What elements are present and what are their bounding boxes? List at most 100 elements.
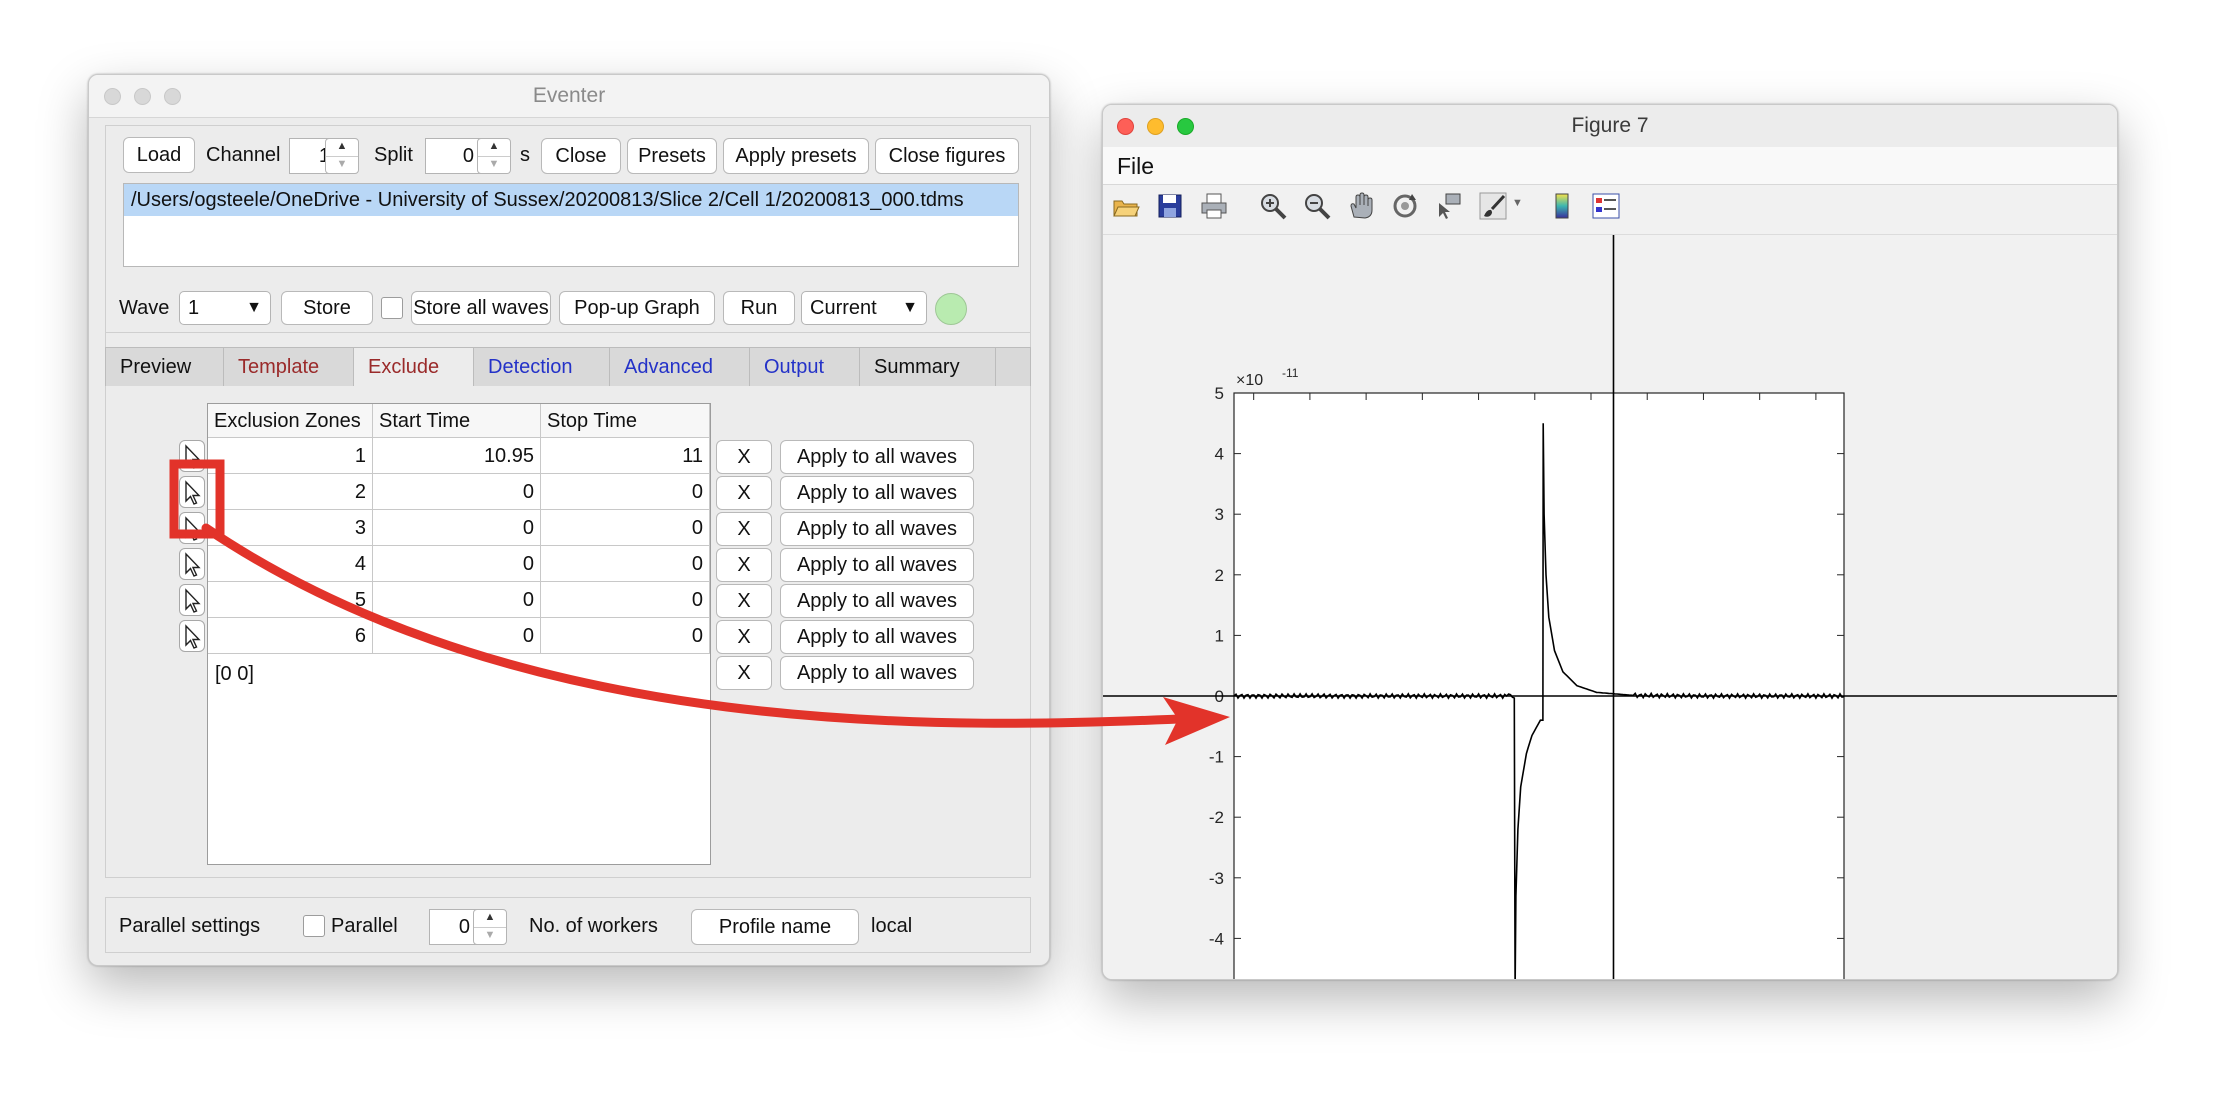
apply-to-all-waves-button[interactable]: Apply to all waves bbox=[780, 620, 974, 654]
stop-cell[interactable]: 0 bbox=[541, 474, 710, 510]
minimize-window-button[interactable] bbox=[1147, 118, 1164, 135]
tab-output[interactable]: Output bbox=[750, 348, 860, 386]
load-button[interactable]: Load bbox=[123, 137, 195, 173]
chevron-up-icon[interactable]: ▲ bbox=[474, 910, 506, 928]
zone-cell[interactable]: 3 bbox=[208, 510, 373, 546]
delete-row-button[interactable]: X bbox=[716, 512, 772, 546]
close-figures-label: Close figures bbox=[888, 145, 1006, 167]
close-window-button[interactable] bbox=[104, 88, 121, 105]
stop-cell[interactable]: 11 bbox=[541, 438, 710, 474]
start-cell[interactable]: 0 bbox=[373, 474, 541, 510]
delete-row-button[interactable]: X bbox=[716, 476, 772, 510]
delete-row-button[interactable]: X bbox=[716, 548, 772, 582]
profile-name-button[interactable]: Profile name bbox=[691, 909, 859, 945]
series-line bbox=[1233, 423, 1845, 979]
arrow-cursor-icon bbox=[185, 516, 201, 541]
stop-cell[interactable]: 0 bbox=[541, 546, 710, 582]
wave-select[interactable]: 1 ▼ bbox=[179, 291, 271, 325]
store-button[interactable]: Store bbox=[281, 291, 373, 325]
apply-to-all-waves-button[interactable]: Apply to all waves bbox=[780, 548, 974, 582]
tab-detection[interactable]: Detection bbox=[474, 348, 610, 386]
close-window-button[interactable] bbox=[1117, 118, 1134, 135]
chevron-up-icon[interactable]: ▲ bbox=[478, 139, 510, 157]
row-select-cursor-button[interactable] bbox=[179, 584, 205, 616]
parallel-checkbox[interactable] bbox=[303, 915, 325, 937]
line-chart[interactable]: 20.8620.8820.920.9220.9420.9620.982121.0… bbox=[1103, 235, 2117, 979]
zone-cell[interactable]: 1 bbox=[208, 438, 373, 474]
store-checkbox[interactable] bbox=[381, 297, 403, 319]
row-select-cursor-button[interactable] bbox=[179, 548, 205, 580]
zoom-window-button[interactable] bbox=[164, 88, 181, 105]
zone-cell[interactable]: 2 bbox=[208, 474, 373, 510]
zone-cell[interactable]: 4 bbox=[208, 546, 373, 582]
channel-stepper[interactable]: ▲ ▼ bbox=[325, 138, 359, 174]
file-list-item[interactable]: /Users/ogsteele/OneDrive - University of… bbox=[124, 184, 1018, 216]
y-tick-label: -1 bbox=[1209, 748, 1224, 767]
delete-row-button[interactable]: X bbox=[716, 440, 772, 474]
row-select-cursor-button[interactable] bbox=[179, 512, 205, 544]
popup-graph-button[interactable]: Pop-up Graph bbox=[559, 291, 715, 325]
brush-icon[interactable] bbox=[1478, 191, 1508, 221]
data-cursor-icon[interactable] bbox=[1434, 191, 1464, 221]
stop-cell[interactable]: 0 bbox=[541, 618, 710, 654]
zoom-window-button[interactable] bbox=[1177, 118, 1194, 135]
row-select-cursor-button[interactable] bbox=[179, 476, 205, 508]
tab-template[interactable]: Template bbox=[224, 348, 354, 386]
start-cell[interactable]: 0 bbox=[373, 546, 541, 582]
apply-to-all-waves-button[interactable]: Apply to all waves bbox=[780, 440, 974, 474]
open-icon[interactable] bbox=[1111, 191, 1141, 221]
save-icon[interactable] bbox=[1155, 191, 1185, 221]
profile-value: local bbox=[871, 915, 913, 937]
workers-stepper[interactable]: ▲ ▼ bbox=[473, 909, 507, 945]
chevron-down-icon[interactable]: ▼ bbox=[484, 929, 496, 941]
apply-presets-button[interactable]: Apply presets bbox=[723, 138, 869, 174]
run-button[interactable]: Run bbox=[723, 291, 795, 325]
pan-hand-icon[interactable] bbox=[1346, 191, 1376, 221]
zone-cell[interactable]: 5 bbox=[208, 582, 373, 618]
start-cell[interactable]: 0 bbox=[373, 618, 541, 654]
popup-graph-label: Pop-up Graph bbox=[574, 297, 700, 319]
start-cell[interactable]: 10.95 bbox=[373, 438, 541, 474]
store-all-waves-button[interactable]: Store all waves bbox=[411, 291, 551, 325]
chevron-up-icon[interactable]: ▲ bbox=[326, 139, 358, 157]
chevron-down-icon[interactable]: ▼ bbox=[336, 158, 348, 170]
tab-summary[interactable]: Summary bbox=[860, 348, 996, 386]
close-button[interactable]: Close bbox=[541, 138, 621, 174]
menu-file[interactable]: File bbox=[1117, 153, 1155, 179]
start-cell[interactable]: 0 bbox=[373, 510, 541, 546]
current-select[interactable]: Current ▼ bbox=[801, 291, 927, 325]
stop-cell[interactable]: 0 bbox=[541, 582, 710, 618]
colorbar-icon[interactable] bbox=[1547, 191, 1577, 221]
tab-label: Advanced bbox=[624, 356, 713, 378]
legend-icon[interactable] bbox=[1591, 191, 1621, 221]
file-list[interactable]: /Users/ogsteele/OneDrive - University of… bbox=[123, 183, 1019, 267]
tab-exclude[interactable]: Exclude bbox=[354, 348, 474, 386]
rotate-icon[interactable] bbox=[1390, 191, 1420, 221]
close-figures-button[interactable]: Close figures bbox=[875, 138, 1019, 174]
delete-summary-button[interactable]: X bbox=[716, 656, 772, 690]
split-stepper[interactable]: ▲ ▼ bbox=[477, 138, 511, 174]
row-select-cursor-button[interactable] bbox=[179, 620, 205, 652]
zoom-out-icon[interactable] bbox=[1302, 191, 1332, 221]
zone-cell[interactable]: 6 bbox=[208, 618, 373, 654]
presets-button[interactable]: Presets bbox=[627, 138, 717, 174]
stop-cell[interactable]: 0 bbox=[541, 510, 710, 546]
apply-to-all-waves-button[interactable]: Apply to all waves bbox=[780, 584, 974, 618]
chevron-down-icon[interactable]: ▼ bbox=[488, 158, 500, 170]
apply-to-all-waves-button[interactable]: Apply to all waves bbox=[780, 656, 974, 690]
split-field[interactable]: 0 bbox=[425, 138, 481, 174]
tab-preview[interactable]: Preview bbox=[106, 348, 224, 386]
print-icon[interactable] bbox=[1199, 191, 1229, 221]
delete-row-button[interactable]: X bbox=[716, 620, 772, 654]
workers-field[interactable]: 0 bbox=[429, 909, 477, 945]
delete-row-button[interactable]: X bbox=[716, 584, 772, 618]
minimize-window-button[interactable] bbox=[134, 88, 151, 105]
zoom-in-icon[interactable] bbox=[1258, 191, 1288, 221]
tab-advanced[interactable]: Advanced bbox=[610, 348, 750, 386]
parallel-panel bbox=[105, 897, 1031, 953]
brush-dropdown-icon[interactable]: ▼ bbox=[1512, 197, 1523, 209]
apply-to-all-waves-button[interactable]: Apply to all waves bbox=[780, 476, 974, 510]
apply-to-all-waves-button[interactable]: Apply to all waves bbox=[780, 512, 974, 546]
row-select-cursor-button[interactable] bbox=[179, 440, 205, 472]
start-cell[interactable]: 0 bbox=[373, 582, 541, 618]
